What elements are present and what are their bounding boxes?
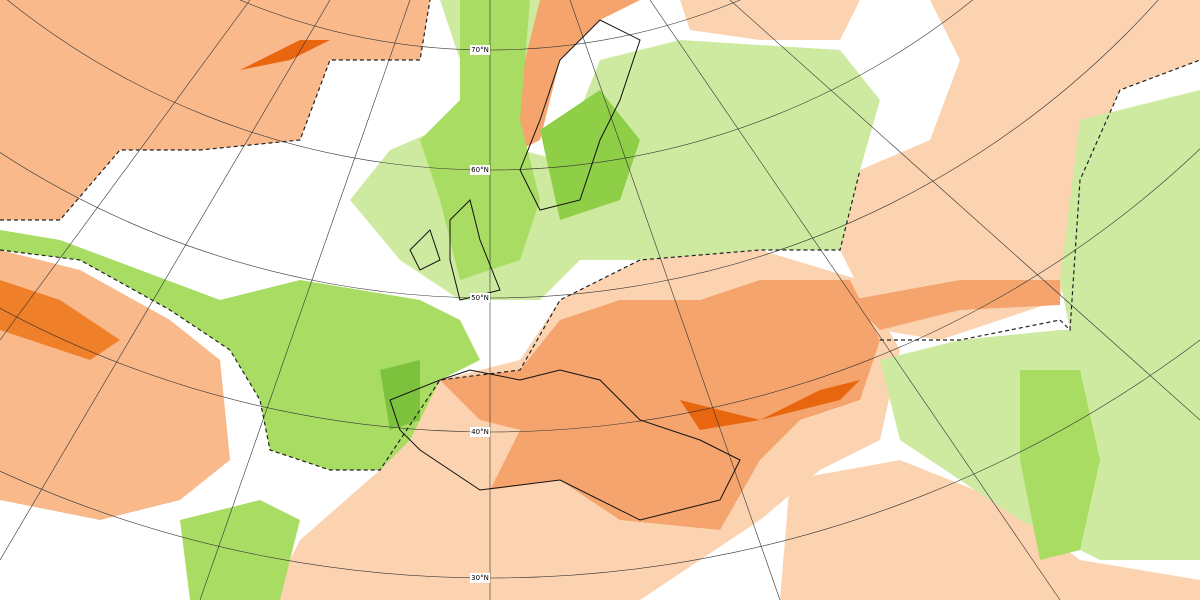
- cool-anomaly: [420, 0, 540, 280]
- meridian: [0, 0, 251, 341]
- latitude-label: 70°N: [471, 46, 489, 54]
- warm-anomaly: [520, 0, 640, 150]
- zero-contour: [0, 169, 861, 471]
- cool-anomaly: [1020, 370, 1100, 560]
- label-bg: [470, 573, 490, 583]
- coastline: [389, 19, 741, 521]
- cool-anomaly: [540, 90, 640, 220]
- warm-anomaly: [780, 460, 1200, 600]
- cool-anomaly: [380, 360, 420, 430]
- warm-anomaly: [840, 0, 1200, 340]
- meridian: [199, 0, 411, 600]
- latitude-label: 40°N: [471, 428, 489, 436]
- cool-anomaly: [180, 500, 300, 600]
- cool-anomaly: [1060, 90, 1200, 330]
- label-bg: [470, 427, 490, 437]
- meridian: [729, 0, 1200, 421]
- strong-warm-anomaly: [240, 40, 330, 70]
- strong-warm-anomaly: [680, 380, 860, 430]
- strong-warm-anomaly: [0, 280, 120, 360]
- warm-anomaly: [0, 0, 430, 220]
- zero-contour: [880, 59, 1200, 341]
- warm-anomaly: [680, 0, 860, 40]
- label-bg: [470, 293, 490, 303]
- label-bg: [470, 165, 490, 175]
- latitude-label: 50°N: [471, 294, 489, 302]
- cool-anomaly: [0, 230, 480, 470]
- warm-anomaly: [440, 280, 880, 530]
- label-bg: [470, 45, 490, 55]
- meridian: [649, 0, 1061, 600]
- zero-contour: [0, 0, 431, 221]
- latitude-label: 30°N: [471, 574, 489, 582]
- meridian: [0, 0, 331, 561]
- warm-anomaly: [850, 280, 1060, 330]
- latitude-label: 60°N: [471, 166, 489, 174]
- meridian: [569, 0, 781, 600]
